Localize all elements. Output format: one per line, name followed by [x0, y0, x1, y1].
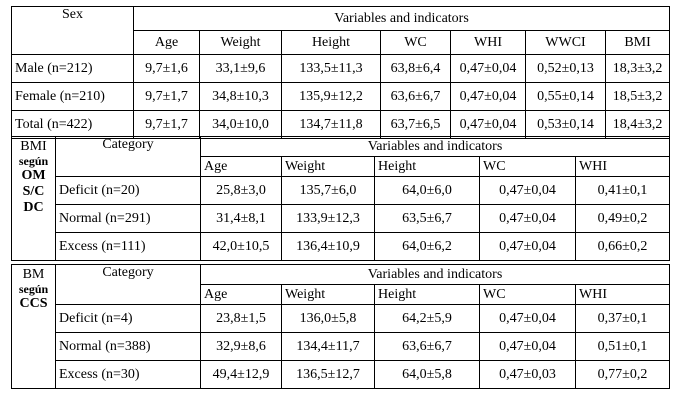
- table-row: Male (n=212) 9,7±1,6 33,1±9,6 133,5±11,3…: [11, 54, 671, 83]
- table-row: Female (n=210) 9,7±1,7 34,8±10,3 135,9±1…: [11, 82, 671, 111]
- col-header-wc: WC: [380, 30, 451, 55]
- cell: 9,7±1,7: [133, 110, 200, 139]
- cell: 64,0±6,0: [374, 176, 480, 205]
- cell: 0,47±0,04: [450, 54, 526, 83]
- cell: 0,47±0,04: [450, 110, 526, 139]
- cell: 34,8±10,3: [199, 82, 282, 111]
- table-by-sex: Sex Variables and indicators Age Weight …: [11, 6, 671, 139]
- cell: 9,7±1,7: [133, 82, 200, 111]
- cell: 18,5±3,2: [604, 82, 671, 111]
- cell: 0,47±0,04: [479, 332, 576, 361]
- cell: 134,4±11,7: [281, 332, 375, 361]
- sex-header: Sex: [11, 6, 134, 55]
- col-header-age: Age: [133, 30, 200, 55]
- row-label: Excess (n=30): [55, 360, 201, 389]
- cell: 0,47±0,04: [450, 82, 526, 111]
- col-header-weight: Weight: [281, 156, 375, 177]
- cell: 136,0±5,8: [281, 304, 375, 333]
- col-header-weight: Weight: [199, 30, 282, 55]
- cell: 34,0±10,0: [199, 110, 282, 139]
- cell: 63,6±6,7: [380, 82, 451, 111]
- col-header-whi: WHI: [450, 30, 526, 55]
- col-header-bmi: BMI: [604, 30, 671, 55]
- row-label: Deficit (n=4): [55, 304, 201, 333]
- cell: 134,7±11,8: [281, 110, 381, 139]
- cell: 136,4±10,9: [281, 232, 375, 261]
- cell: 63,8±6,4: [380, 54, 451, 83]
- col-header-wc: WC: [479, 156, 576, 177]
- cell: 0,77±0,2: [574, 360, 671, 389]
- category-header: Category: [55, 136, 201, 177]
- table-row: Excess (n=30) 49,4±12,9 136,5±12,7 64,0±…: [12, 360, 671, 389]
- row-label: Female (n=210): [11, 82, 134, 111]
- variables-header: Variables and indicators: [199, 136, 671, 157]
- cell: 32,9±8,6: [200, 332, 282, 361]
- table-row: Deficit (n=4) 23,8±1,5 136,0±5,8 64,2±5,…: [12, 304, 671, 333]
- cell: 9,7±1,6: [133, 54, 200, 83]
- row-label: Excess (n=111): [55, 232, 201, 261]
- row-label: Normal (n=388): [55, 332, 201, 361]
- cell: 0,41±0,1: [574, 176, 671, 205]
- cell: 63,6±6,7: [374, 332, 480, 361]
- col-header-whi: WHI: [574, 156, 671, 177]
- row-label: Male (n=212): [11, 54, 134, 83]
- cell: 49,4±12,9: [200, 360, 282, 389]
- table-row: Normal (n=388) 32,9±8,6 134,4±11,7 63,6±…: [12, 332, 671, 361]
- category-header: Category: [55, 264, 201, 305]
- row-label: Total (n=422): [11, 110, 134, 139]
- row-label: Deficit (n=20): [55, 176, 201, 205]
- variables-header: Variables and indicators: [132, 6, 671, 31]
- cell: 0,51±0,1: [574, 332, 671, 361]
- cell: 0,47±0,04: [479, 176, 576, 205]
- cell: 133,9±12,3: [281, 204, 375, 233]
- col-header-whi: WHI: [574, 284, 671, 305]
- cell: 0,47±0,04: [479, 304, 576, 333]
- table-row: Total (n=422) 9,7±1,7 34,0±10,0 134,7±11…: [11, 110, 671, 139]
- cell: 0,47±0,03: [479, 360, 576, 389]
- col-header-wwci: WWCI: [525, 30, 606, 55]
- col-header-age: Age: [200, 156, 282, 177]
- cell: 0,37±0,1: [574, 304, 671, 333]
- table-bm-ccs: BM según CCS Category Variables and indi…: [11, 264, 671, 389]
- table-row: Excess (n=111) 42,0±10,5 136,4±10,9 64,0…: [12, 232, 671, 261]
- cell: 0,52±0,13: [525, 54, 606, 83]
- cell: 133,5±11,3: [281, 54, 381, 83]
- cell: 0,66±0,2: [574, 232, 671, 261]
- cell: 135,7±6,0: [281, 176, 375, 205]
- cell: 63,7±6,5: [380, 110, 451, 139]
- cell: 64,2±5,9: [374, 304, 480, 333]
- cell: 18,3±3,2: [604, 54, 671, 83]
- variables-header: Variables and indicators: [199, 264, 671, 285]
- cell: 0,49±0,2: [574, 204, 671, 233]
- col-header-height: Height: [374, 284, 480, 305]
- table-bmi-oms-cdc: BMI según OM S/C DC Category Variables a…: [11, 136, 671, 261]
- cell: 64,0±6,2: [374, 232, 480, 261]
- cell: 18,4±3,2: [604, 110, 671, 139]
- cell: 0,55±0,14: [525, 82, 606, 111]
- col-header-weight: Weight: [281, 284, 375, 305]
- col-header-height: Height: [374, 156, 480, 177]
- cell: 0,53±0,14: [525, 110, 606, 139]
- table-row: Normal (n=291) 31,4±8,1 133,9±12,3 63,5±…: [12, 204, 671, 233]
- cell: 136,5±12,7: [281, 360, 375, 389]
- col-header-wc: WC: [479, 284, 576, 305]
- cell: 33,1±9,6: [199, 54, 282, 83]
- cell: 0,47±0,04: [479, 232, 576, 261]
- row-label: Normal (n=291): [55, 204, 201, 233]
- table-row: Deficit (n=20) 25,8±3,0 135,7±6,0 64,0±6…: [12, 176, 671, 205]
- col-header-age: Age: [200, 284, 282, 305]
- cell: 63,5±6,7: [374, 204, 480, 233]
- col-header-height: Height: [281, 30, 381, 55]
- side-label-ccs: BM según CCS: [11, 264, 56, 389]
- cell: 135,9±12,2: [281, 82, 381, 111]
- cell: 42,0±10,5: [200, 232, 282, 261]
- cell: 64,0±5,8: [374, 360, 480, 389]
- cell: 31,4±8,1: [200, 204, 282, 233]
- cell: 23,8±1,5: [200, 304, 282, 333]
- cell: 0,47±0,04: [479, 204, 576, 233]
- side-label-oms-cdc: BMI según OM S/C DC: [11, 136, 56, 261]
- cell: 25,8±3,0: [200, 176, 282, 205]
